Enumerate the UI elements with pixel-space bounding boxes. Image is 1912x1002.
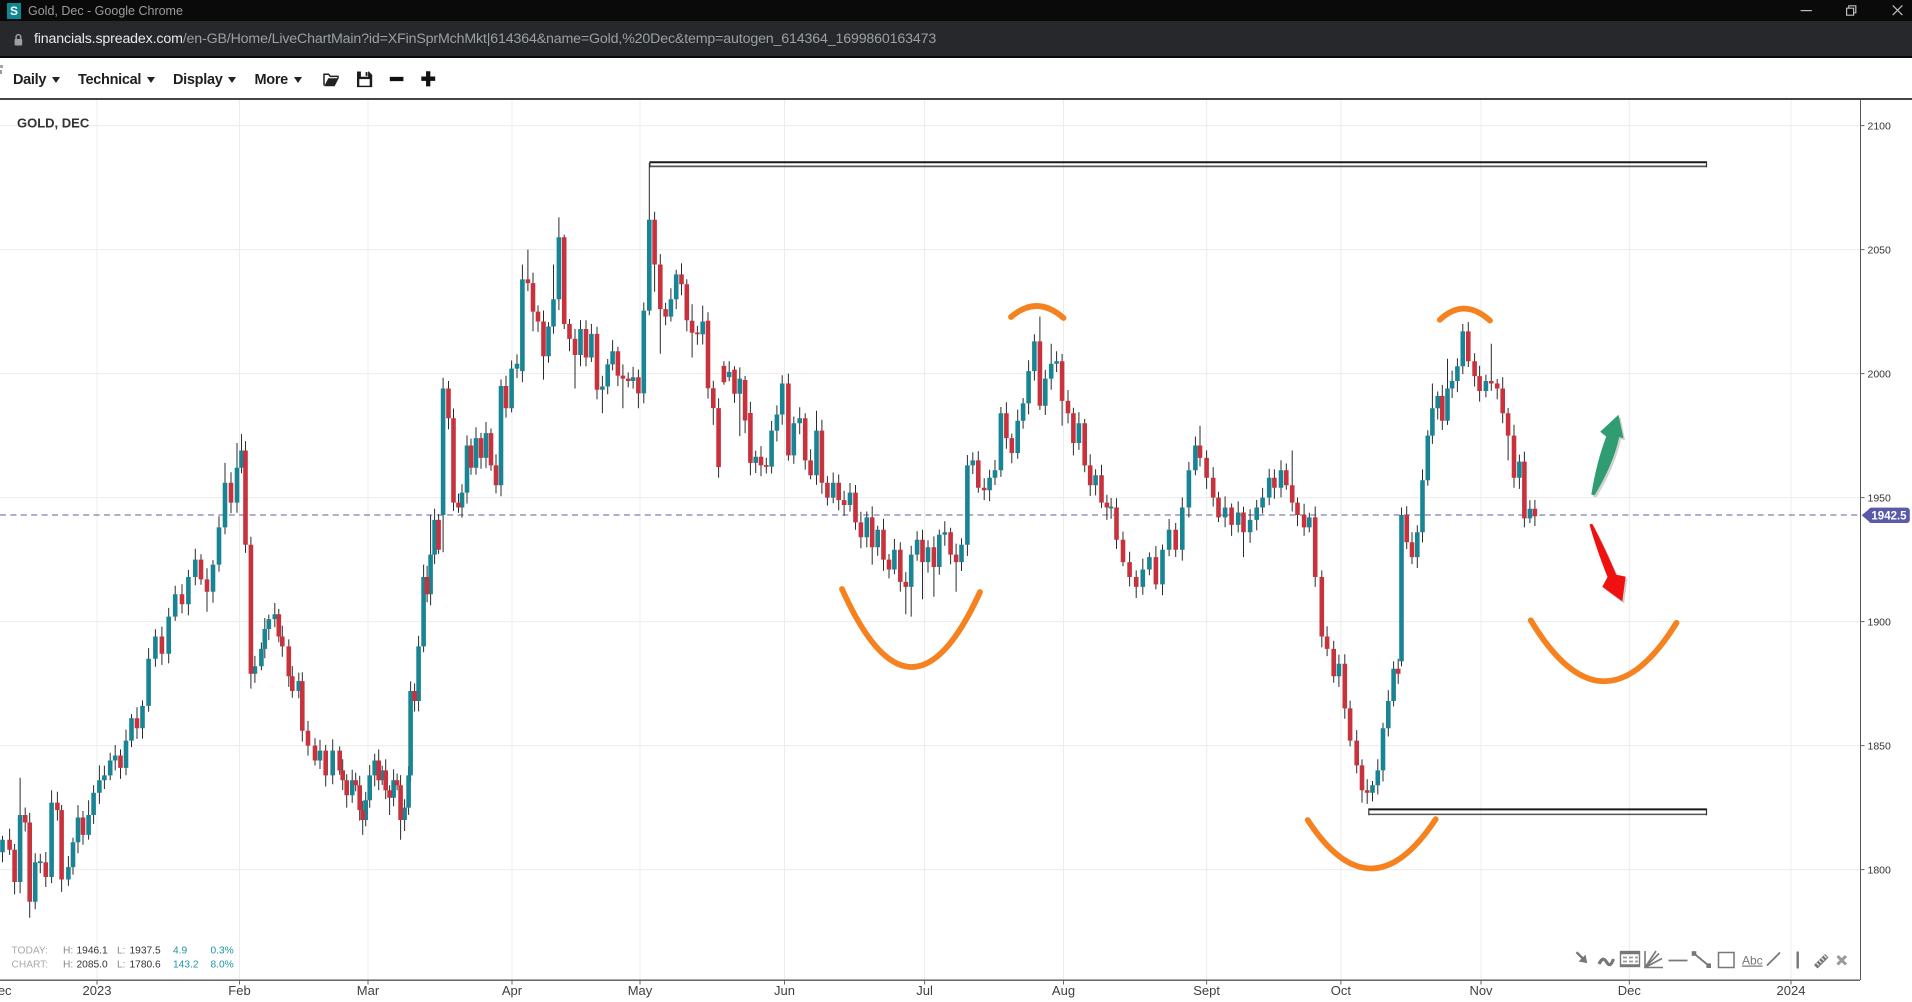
svg-text:Mar: Mar [357,983,380,998]
svg-text:1942.5: 1942.5 [1871,510,1907,522]
svg-text:Dec: Dec [1618,983,1642,998]
svg-text:143.2: 143.2 [173,960,199,971]
svg-text:8.0%: 8.0% [211,960,234,971]
svg-text:May: May [628,983,653,998]
svg-text:Oct: Oct [1331,983,1352,998]
svg-text:1900: 1900 [1868,616,1892,628]
svg-text:1950: 1950 [1868,492,1892,504]
svg-text:TODAY:: TODAY: [12,946,48,957]
svg-text:1937.5: 1937.5 [130,946,161,957]
svg-text:Feb: Feb [228,983,250,998]
svg-text:CHART:: CHART: [12,960,49,971]
svg-text:Abc: Abc [1742,954,1763,968]
svg-text:1946.1: 1946.1 [77,946,108,957]
svg-text:2100: 2100 [1868,120,1892,132]
svg-text:L:: L: [117,946,126,957]
svg-text:2085.0: 2085.0 [77,960,108,971]
svg-text:H:: H: [63,960,73,971]
svg-text:2024: 2024 [1777,983,1806,998]
svg-text:Jul: Jul [916,983,933,998]
svg-text:Jun: Jun [774,983,795,998]
svg-text:2050: 2050 [1868,244,1892,256]
svg-text:Sept: Sept [1193,983,1220,998]
svg-text:2000: 2000 [1868,368,1892,380]
svg-text:Dec: Dec [0,983,12,998]
svg-text:Nov: Nov [1469,983,1493,998]
svg-text:4.9: 4.9 [173,946,187,957]
svg-text:1800: 1800 [1868,864,1892,876]
svg-text:Apr: Apr [502,983,523,998]
svg-text:Aug: Aug [1052,983,1075,998]
svg-text:1780.6: 1780.6 [130,960,161,971]
svg-text:0.3%: 0.3% [211,946,234,957]
svg-text:H:: H: [63,946,73,957]
svg-text:GOLD, DEC: GOLD, DEC [17,115,90,130]
svg-text:2023: 2023 [83,983,112,998]
svg-text:L:: L: [117,960,126,971]
svg-text:1850: 1850 [1868,740,1892,752]
